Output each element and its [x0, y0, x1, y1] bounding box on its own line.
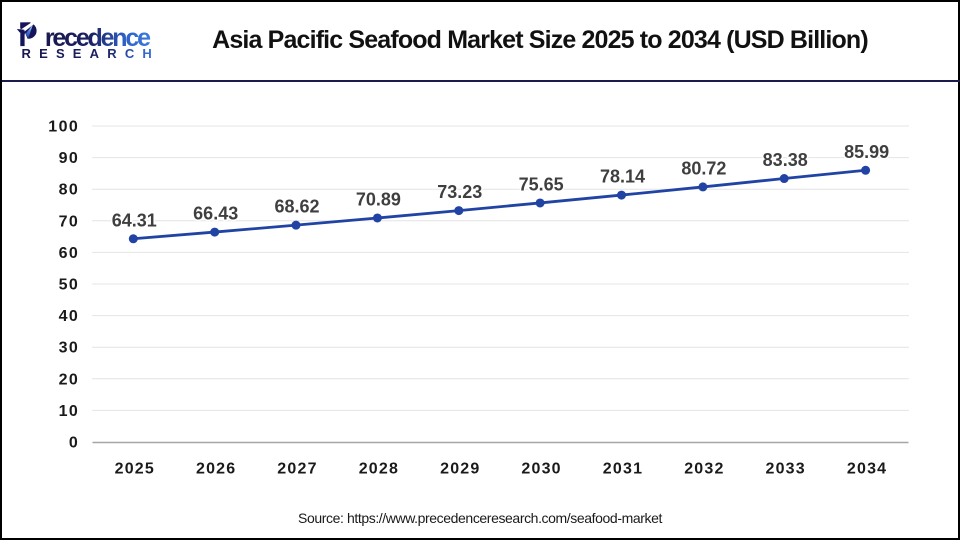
svg-text:2029: 2029: [440, 461, 480, 478]
svg-text:2034: 2034: [847, 461, 887, 478]
svg-text:70.89: 70.89: [356, 190, 401, 210]
svg-text:30: 30: [59, 340, 80, 357]
svg-text:2033: 2033: [765, 461, 805, 478]
svg-text:60: 60: [59, 245, 80, 262]
svg-text:2025: 2025: [115, 461, 155, 478]
svg-text:66.43: 66.43: [193, 204, 238, 224]
svg-text:2030: 2030: [521, 461, 561, 478]
svg-text:75.65: 75.65: [519, 175, 564, 195]
svg-text:70: 70: [59, 213, 80, 230]
svg-text:90: 90: [59, 150, 80, 167]
svg-text:80.72: 80.72: [681, 158, 726, 178]
svg-text:100: 100: [48, 119, 79, 136]
svg-text:78.14: 78.14: [600, 167, 645, 187]
svg-text:73.23: 73.23: [437, 182, 482, 202]
svg-text:2031: 2031: [603, 461, 643, 478]
svg-text:recedence: recedence: [45, 24, 151, 52]
svg-text:Source: https://www.precedence: Source: https://www.precedenceresearch.c…: [298, 510, 662, 526]
svg-text:40: 40: [59, 308, 80, 325]
svg-text:10: 10: [59, 403, 80, 420]
svg-text:2027: 2027: [277, 461, 317, 478]
svg-text:68.62: 68.62: [274, 197, 319, 217]
svg-text:85.99: 85.99: [844, 142, 889, 162]
svg-text:0: 0: [69, 435, 79, 452]
svg-text:2028: 2028: [359, 461, 399, 478]
svg-text:2026: 2026: [196, 461, 236, 478]
svg-text:64.31: 64.31: [112, 210, 157, 230]
svg-text:20: 20: [59, 371, 80, 388]
svg-text:83.38: 83.38: [763, 150, 808, 170]
svg-text:2032: 2032: [684, 461, 724, 478]
svg-text:50: 50: [59, 277, 80, 294]
svg-text:80: 80: [59, 182, 80, 199]
